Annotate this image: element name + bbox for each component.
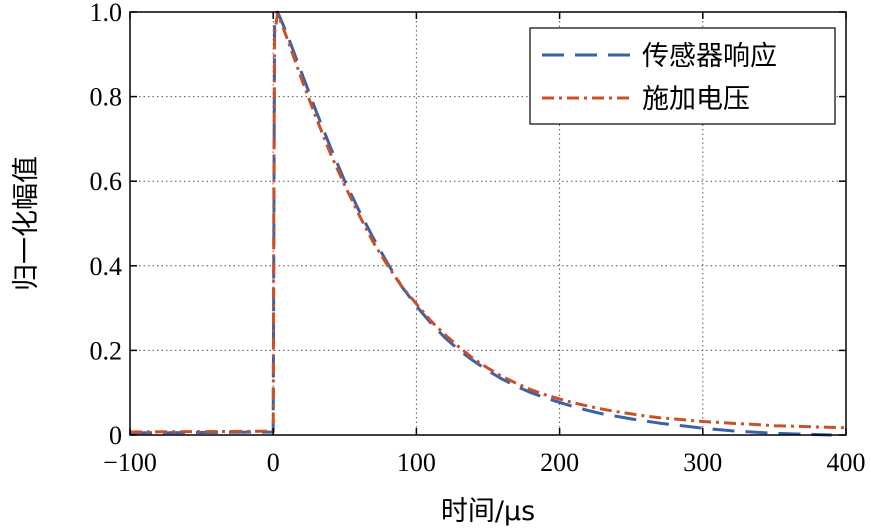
x-tick-label: −100	[103, 448, 157, 477]
legend-label-applied-voltage: 施加电压	[642, 84, 750, 115]
x-tick-label: 0	[267, 448, 280, 477]
legend: 传感器响应 施加电压	[529, 27, 836, 125]
legend-box	[529, 27, 836, 125]
x-tick-label: 400	[827, 448, 866, 477]
plot-area-frame	[129, 11, 847, 436]
series-lines	[129, 10, 847, 437]
y-axis-label: 归一化幅值	[11, 156, 42, 291]
x-axis-label: 时间/μs	[441, 496, 535, 527]
y-tick-label: 0.2	[90, 336, 123, 365]
legend-label-sensor-response: 传感器响应	[642, 41, 777, 72]
y-tick-label: 1.0	[90, 0, 123, 27]
y-tick-label: 0.8	[90, 83, 123, 112]
x-tick-label: 300	[683, 448, 722, 477]
y-tick-label: 0.4	[90, 252, 123, 281]
series-line-0	[129, 10, 832, 437]
x-tick-label: 200	[540, 448, 579, 477]
x-tick-label: 100	[397, 448, 436, 477]
y-tick-label: 0.6	[90, 167, 123, 196]
y-tick-label: 0	[109, 421, 122, 450]
